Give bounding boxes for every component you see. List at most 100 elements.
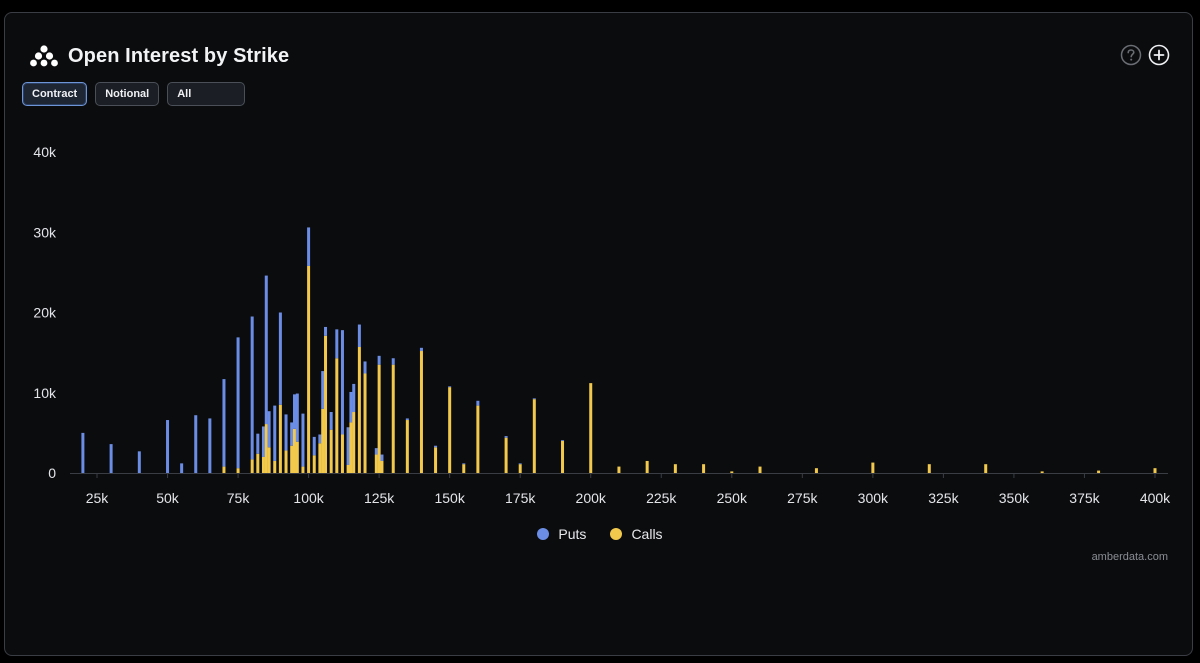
bar-calls[interactable] xyxy=(321,408,325,473)
bar-puts[interactable] xyxy=(405,418,409,421)
bar-puts[interactable] xyxy=(321,371,325,409)
legend-item-puts[interactable]: Puts xyxy=(537,526,586,542)
bar-puts[interactable] xyxy=(292,394,296,429)
bar-calls[interactable] xyxy=(357,347,361,473)
bar-calls[interactable] xyxy=(363,373,367,473)
bar-puts[interactable] xyxy=(352,383,356,413)
bar-puts[interactable] xyxy=(335,329,339,359)
bar-puts[interactable] xyxy=(504,436,508,438)
bar-puts[interactable] xyxy=(363,361,367,374)
bar-puts[interactable] xyxy=(290,422,294,446)
bar-puts[interactable] xyxy=(476,400,480,406)
bar-calls[interactable] xyxy=(1040,471,1044,473)
bar-puts[interactable] xyxy=(448,386,452,388)
bar-calls[interactable] xyxy=(814,468,818,473)
bar-puts[interactable] xyxy=(391,358,395,365)
bar-calls[interactable] xyxy=(405,420,409,473)
bar-puts[interactable] xyxy=(434,445,438,448)
bar-calls[interactable] xyxy=(264,424,268,473)
bar-calls[interactable] xyxy=(589,383,593,473)
bar-calls[interactable] xyxy=(250,459,254,473)
bar-calls[interactable] xyxy=(295,441,299,473)
bar-puts[interactable] xyxy=(374,448,378,455)
bar-calls[interactable] xyxy=(617,466,621,473)
bar-calls[interactable] xyxy=(349,422,353,473)
bar-puts[interactable] xyxy=(278,312,282,405)
add-icon[interactable] xyxy=(1148,44,1170,66)
bar-puts[interactable] xyxy=(377,355,381,365)
help-icon[interactable] xyxy=(1120,44,1142,66)
bar-puts[interactable] xyxy=(137,451,141,473)
bar-puts[interactable] xyxy=(346,427,350,465)
bar-calls[interactable] xyxy=(312,455,316,473)
bar-calls[interactable] xyxy=(380,460,384,473)
bar-calls[interactable] xyxy=(1097,470,1101,473)
bar-puts[interactable] xyxy=(109,444,113,473)
legend-item-calls[interactable]: Calls xyxy=(610,526,663,542)
bar-puts[interactable] xyxy=(349,391,353,423)
bar-puts[interactable] xyxy=(81,432,85,473)
bar-puts[interactable] xyxy=(329,412,333,430)
bar-calls[interactable] xyxy=(532,399,536,473)
bar-puts[interactable] xyxy=(518,463,522,465)
bar-calls[interactable] xyxy=(236,468,240,473)
bar-calls[interactable] xyxy=(377,364,381,473)
bar-calls[interactable] xyxy=(984,464,988,473)
bar-puts[interactable] xyxy=(340,330,344,435)
bar-calls[interactable] xyxy=(352,412,356,473)
bar-puts[interactable] xyxy=(419,347,423,352)
bar-calls[interactable] xyxy=(730,471,734,473)
bar-calls[interactable] xyxy=(758,466,762,473)
bar-calls[interactable] xyxy=(419,351,423,473)
bar-calls[interactable] xyxy=(340,434,344,473)
bar-calls[interactable] xyxy=(301,466,305,473)
bar-puts[interactable] xyxy=(301,413,305,467)
bar-calls[interactable] xyxy=(256,453,260,473)
bar-puts[interactable] xyxy=(307,227,311,266)
bar-calls[interactable] xyxy=(1153,468,1157,473)
bar-puts[interactable] xyxy=(273,405,277,461)
notional-button[interactable]: Notional xyxy=(95,82,160,106)
bar-calls[interactable] xyxy=(292,428,296,473)
bar-calls[interactable] xyxy=(290,445,294,473)
bar-calls[interactable] xyxy=(222,466,226,473)
bar-puts[interactable] xyxy=(236,337,240,469)
bar-calls[interactable] xyxy=(462,464,466,473)
bar-puts[interactable] xyxy=(295,393,299,442)
bar-puts[interactable] xyxy=(532,398,536,400)
bar-calls[interactable] xyxy=(504,437,508,473)
bar-calls[interactable] xyxy=(518,464,522,473)
bar-calls[interactable] xyxy=(391,364,395,473)
filter-select[interactable]: All xyxy=(167,82,246,106)
bar-puts[interactable] xyxy=(462,463,466,465)
bar-calls[interactable] xyxy=(645,460,649,473)
bar-puts[interactable] xyxy=(261,426,265,457)
bar-puts[interactable] xyxy=(194,415,198,473)
bar-calls[interactable] xyxy=(927,464,931,473)
bar-calls[interactable] xyxy=(273,460,277,473)
bar-puts[interactable] xyxy=(256,433,260,454)
bar-puts[interactable] xyxy=(264,275,268,425)
bar-calls[interactable] xyxy=(561,440,565,473)
bar-calls[interactable] xyxy=(434,447,438,473)
bar-puts[interactable] xyxy=(208,418,212,473)
bar-puts[interactable] xyxy=(312,436,316,456)
bar-calls[interactable] xyxy=(329,429,333,473)
bar-calls[interactable] xyxy=(335,358,339,473)
bar-puts[interactable] xyxy=(357,324,361,348)
bar-calls[interactable] xyxy=(261,456,265,473)
bar-puts[interactable] xyxy=(180,463,184,473)
bar-calls[interactable] xyxy=(278,404,282,473)
bar-puts[interactable] xyxy=(267,411,271,448)
bar-puts[interactable] xyxy=(222,379,226,467)
bar-calls[interactable] xyxy=(673,464,677,473)
bar-calls[interactable] xyxy=(284,450,288,473)
bar-calls[interactable] xyxy=(374,454,378,473)
bar-calls[interactable] xyxy=(267,447,271,473)
bar-puts[interactable] xyxy=(561,440,565,441)
bar-calls[interactable] xyxy=(324,335,328,473)
bar-puts[interactable] xyxy=(318,434,322,444)
bar-puts[interactable] xyxy=(284,414,288,451)
bar-calls[interactable] xyxy=(702,464,706,473)
bar-calls[interactable] xyxy=(346,464,350,473)
